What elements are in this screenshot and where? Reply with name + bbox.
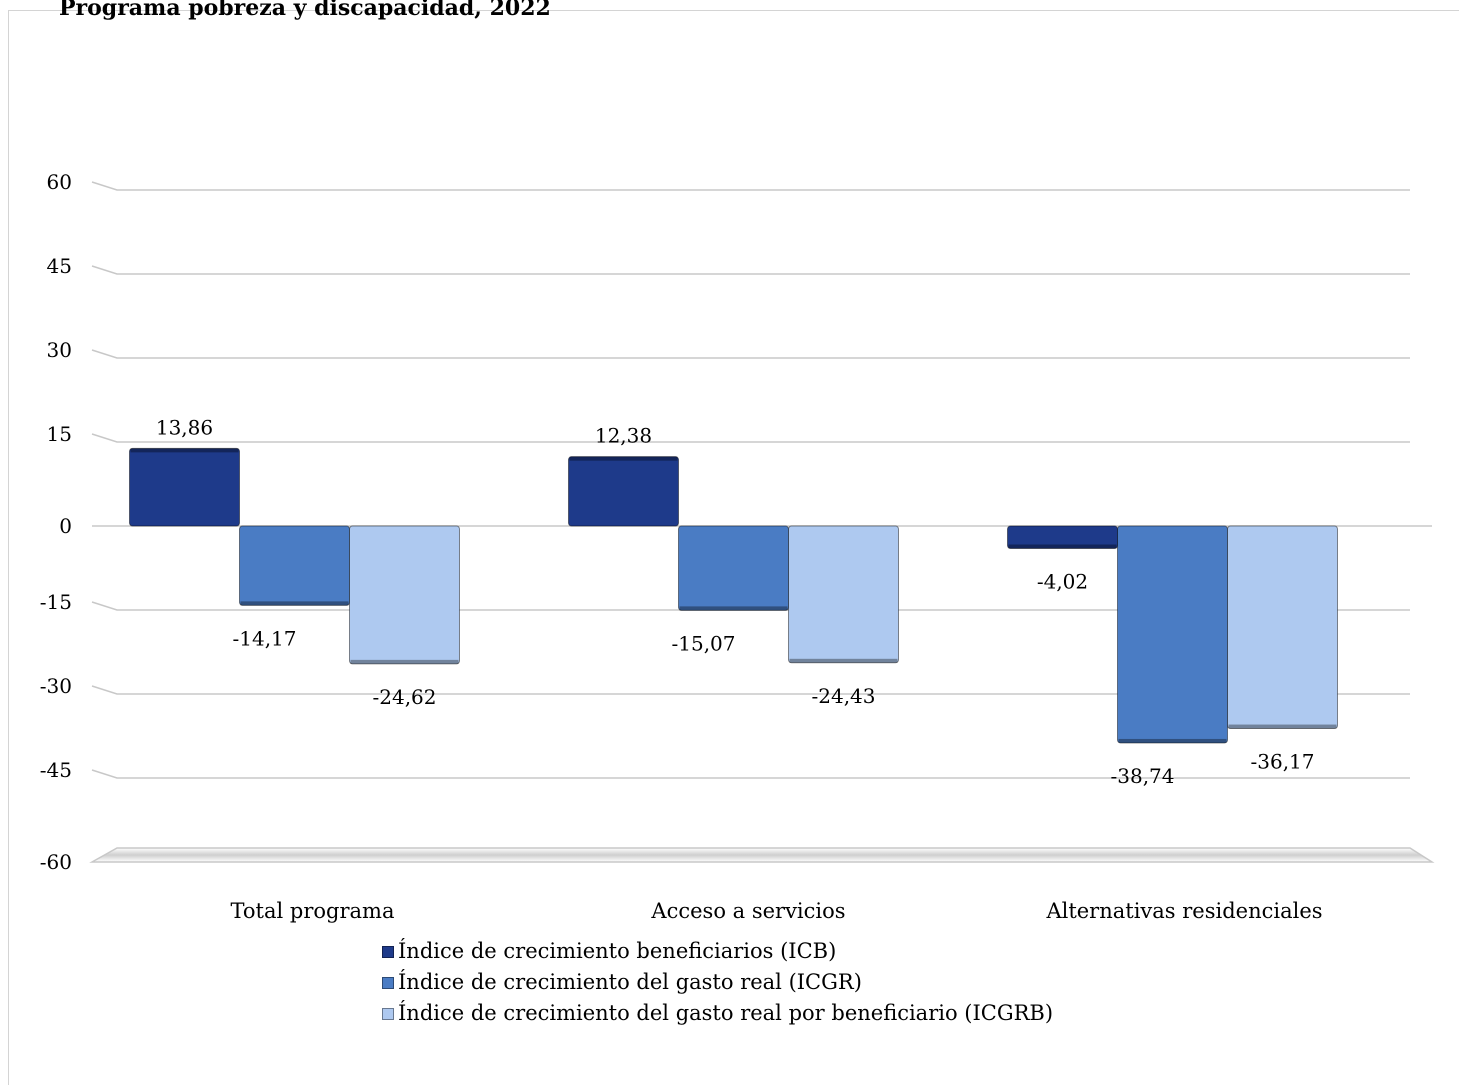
bar-bevel bbox=[789, 658, 898, 663]
bar-icb-acceso-a-servicios bbox=[568, 456, 679, 527]
y-tick-label: 60 bbox=[47, 170, 72, 194]
legend-item-icgrb: Índice de crecimiento del gasto real por… bbox=[382, 998, 1053, 1029]
bar-icgr-alternativas-residenciales bbox=[1117, 525, 1228, 744]
data-label-icgrb-acceso-a-servicios: -24,43 bbox=[811, 684, 875, 708]
bar-icgr-total-programa bbox=[239, 525, 350, 606]
legend-swatch-icgr bbox=[382, 976, 394, 989]
gridline bbox=[91, 181, 1410, 191]
gridline bbox=[91, 685, 1410, 695]
legend-swatch-icb bbox=[382, 945, 394, 958]
legend-label-icgrb: Índice de crecimiento del gasto real por… bbox=[398, 1001, 1054, 1025]
data-label-icgrb-total-programa: -24,62 bbox=[372, 685, 436, 709]
gridline bbox=[91, 601, 1410, 611]
data-label-icgr-alternativas-residenciales: -38,74 bbox=[1110, 764, 1174, 788]
gridline bbox=[91, 265, 1410, 275]
labels: 60 45 30 15 0 -15 -30 -45 -60 13,86 -14,17 -24,62 To… bbox=[40, 170, 1323, 923]
category-label-total-programa: Total programa bbox=[231, 899, 395, 923]
bar-bevel bbox=[130, 448, 239, 453]
data-label-icgrb-alternativas-residenciales: -36,17 bbox=[1250, 750, 1314, 774]
bar-bevel bbox=[1008, 544, 1117, 549]
chart-floor bbox=[89, 847, 1435, 863]
y-tick-label: 15 bbox=[47, 422, 72, 446]
legend-label-icb: Índice de crecimiento beneficiarios (ICB… bbox=[398, 939, 837, 963]
data-label-icb-total-programa: 13,86 bbox=[156, 415, 213, 439]
bar-icgrb-alternativas-residenciales bbox=[1227, 525, 1338, 730]
category-label-acceso-a-servicios: Acceso a servicios bbox=[650, 899, 845, 923]
gridline bbox=[91, 433, 1410, 443]
y-tick-label: -45 bbox=[40, 758, 72, 782]
legend-swatch-icgrb bbox=[382, 1007, 394, 1020]
bar-icgrb-total-programa bbox=[349, 525, 460, 665]
bar-bevel bbox=[1228, 724, 1337, 729]
bar-bevel bbox=[1118, 738, 1227, 743]
y-tick-label: 0 bbox=[59, 514, 72, 538]
legend: Índice de crecimiento beneficiarios (ICB… bbox=[382, 936, 1053, 1029]
gridlines bbox=[89, 181, 1435, 863]
y-tick-label: -15 bbox=[40, 590, 72, 614]
data-label-icgr-total-programa: -14,17 bbox=[232, 626, 296, 650]
bar-bevel bbox=[679, 606, 788, 611]
bars bbox=[129, 447, 1338, 744]
gridline bbox=[91, 769, 1410, 779]
chart-frame: Programa pobreza y discapacidad, 2022 bbox=[8, 0, 1459, 1085]
legend-item-icb: Índice de crecimiento beneficiarios (ICB… bbox=[382, 936, 1053, 967]
bar-bevel bbox=[350, 659, 459, 664]
bar-icgr-acceso-a-servicios bbox=[678, 525, 789, 611]
bar-bevel bbox=[240, 601, 349, 606]
y-tick-label: 45 bbox=[47, 254, 72, 278]
y-tick-label: 30 bbox=[47, 338, 72, 362]
data-label-icb-acceso-a-servicios: 12,38 bbox=[595, 424, 652, 448]
category-label-alternativas-residenciales: Alternativas residenciales bbox=[1045, 899, 1322, 923]
bar-bevel bbox=[569, 456, 678, 461]
bar-icgrb-acceso-a-servicios bbox=[788, 525, 899, 664]
bar-icb-total-programa bbox=[129, 447, 240, 527]
data-label-icb-alternativas-residenciales: -4,02 bbox=[1037, 570, 1088, 594]
legend-item-icgr: Índice de crecimiento del gasto real (IC… bbox=[382, 967, 1053, 998]
y-tick-label: -60 bbox=[40, 850, 72, 874]
gridline bbox=[91, 349, 1410, 359]
legend-label-icgr: Índice de crecimiento del gasto real (IC… bbox=[398, 970, 862, 994]
data-label-icgr-acceso-a-servicios: -15,07 bbox=[671, 631, 735, 655]
y-tick-label: -30 bbox=[40, 674, 72, 698]
chart-title: Programa pobreza y discapacidad, 2022 bbox=[59, 0, 551, 21]
